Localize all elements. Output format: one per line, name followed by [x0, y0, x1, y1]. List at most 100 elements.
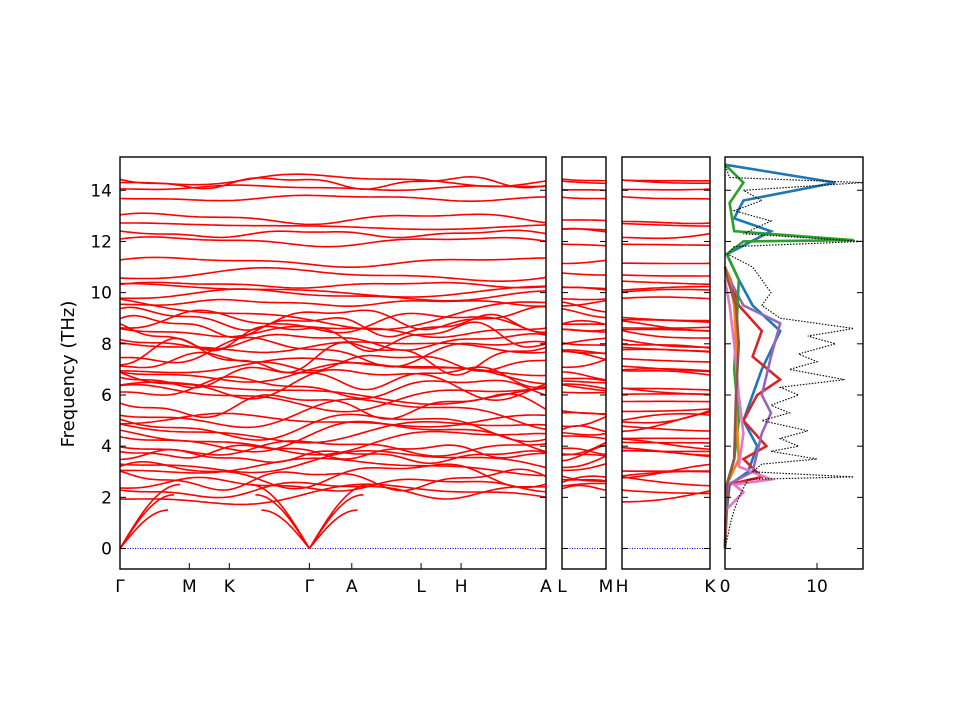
y-tick-label: 0	[101, 540, 112, 560]
band-line	[561, 299, 607, 307]
band-line	[561, 341, 607, 347]
band-line	[622, 318, 711, 324]
band-line	[621, 412, 711, 422]
band-line	[562, 441, 607, 456]
band-line	[622, 393, 711, 396]
band-line	[119, 481, 547, 500]
band-line	[119, 420, 547, 453]
band-line	[562, 358, 607, 369]
band-line	[562, 415, 607, 428]
band-line	[622, 188, 711, 191]
panel-frame	[621, 156, 711, 570]
band-line	[561, 301, 607, 313]
band-line	[562, 188, 607, 192]
band-line	[621, 274, 710, 277]
projected-dos-line	[723, 279, 777, 549]
band-line	[119, 175, 547, 191]
acoustic-branch	[119, 509, 169, 549]
acoustic-branch	[261, 509, 311, 549]
band-line	[119, 383, 547, 413]
y-tick-label: 4	[101, 437, 112, 457]
panel-frame	[119, 156, 547, 570]
band-line	[120, 457, 547, 477]
band-line	[621, 232, 711, 240]
band-line	[622, 243, 710, 246]
band-line	[119, 449, 547, 474]
band-line	[119, 351, 547, 372]
band-line	[119, 313, 546, 339]
high-symmetry-label: M	[599, 577, 614, 597]
acoustic-branch	[255, 494, 311, 549]
band-line	[562, 377, 607, 382]
band-line	[621, 438, 711, 451]
band-line	[621, 346, 711, 353]
dos-panel: 0 10	[720, 156, 864, 597]
band-line	[621, 476, 711, 487]
band-line	[561, 383, 607, 390]
band-line	[119, 460, 547, 490]
high-symmetry-label: A	[540, 577, 552, 597]
band-line	[621, 489, 710, 495]
band-line	[119, 440, 547, 457]
band-line	[562, 219, 607, 222]
band-line	[120, 476, 547, 493]
band-line	[120, 412, 547, 428]
band-line	[562, 297, 607, 301]
high-symmetry-label: L	[416, 577, 426, 597]
band-line	[119, 229, 547, 239]
high-symmetry-label: Γ	[115, 577, 125, 597]
band-line	[119, 468, 547, 492]
band-line	[119, 298, 547, 331]
y-tick-label: 12	[90, 232, 112, 252]
band-line	[621, 329, 711, 339]
band-line	[562, 371, 607, 381]
band-line	[562, 380, 606, 384]
y-tick-label: 10	[90, 284, 112, 304]
projected-dos-line	[723, 266, 741, 549]
band-line	[562, 259, 607, 265]
high-symmetry-label: H	[455, 577, 468, 597]
band-line	[561, 463, 607, 472]
band-line	[119, 444, 546, 460]
band-line	[621, 425, 711, 432]
band-line	[562, 228, 607, 231]
dos-tick-label: 0	[720, 577, 731, 597]
band-line	[119, 413, 547, 443]
band-line	[119, 325, 547, 339]
band-line	[119, 194, 547, 202]
band-line	[561, 482, 607, 487]
panel-frame	[724, 156, 864, 570]
band-line	[561, 272, 606, 276]
band-line	[621, 369, 711, 376]
band-line	[119, 256, 546, 269]
y-axis-label: Frequency (THz)	[58, 301, 79, 448]
band-line	[120, 483, 547, 506]
band-line	[120, 222, 547, 231]
band-line	[562, 243, 607, 247]
acoustic-branch	[119, 494, 175, 549]
band-line	[561, 319, 607, 326]
band-line	[622, 220, 711, 225]
band-line	[621, 280, 711, 286]
band-line	[561, 328, 607, 332]
band-line	[561, 384, 607, 392]
band-line	[119, 305, 547, 331]
band-line	[561, 349, 606, 355]
y-tick-label: 2	[101, 488, 112, 508]
band-line	[561, 447, 607, 456]
band-line	[120, 282, 547, 298]
band-line	[119, 448, 547, 465]
high-symmetry-label: M	[182, 577, 197, 597]
y-tick-label: 8	[101, 335, 112, 355]
band-panel-1: 0 2 4 6 8 10 12 14 Γ M K Γ A L H A	[90, 156, 552, 597]
band-line	[621, 222, 710, 227]
band-line	[120, 173, 547, 188]
high-symmetry-label: K	[224, 577, 236, 597]
band-line	[621, 296, 711, 300]
acoustic-branch	[308, 509, 358, 549]
band-line	[621, 343, 711, 349]
band-line	[621, 179, 710, 182]
band-line	[621, 357, 711, 363]
band-line	[561, 180, 606, 185]
